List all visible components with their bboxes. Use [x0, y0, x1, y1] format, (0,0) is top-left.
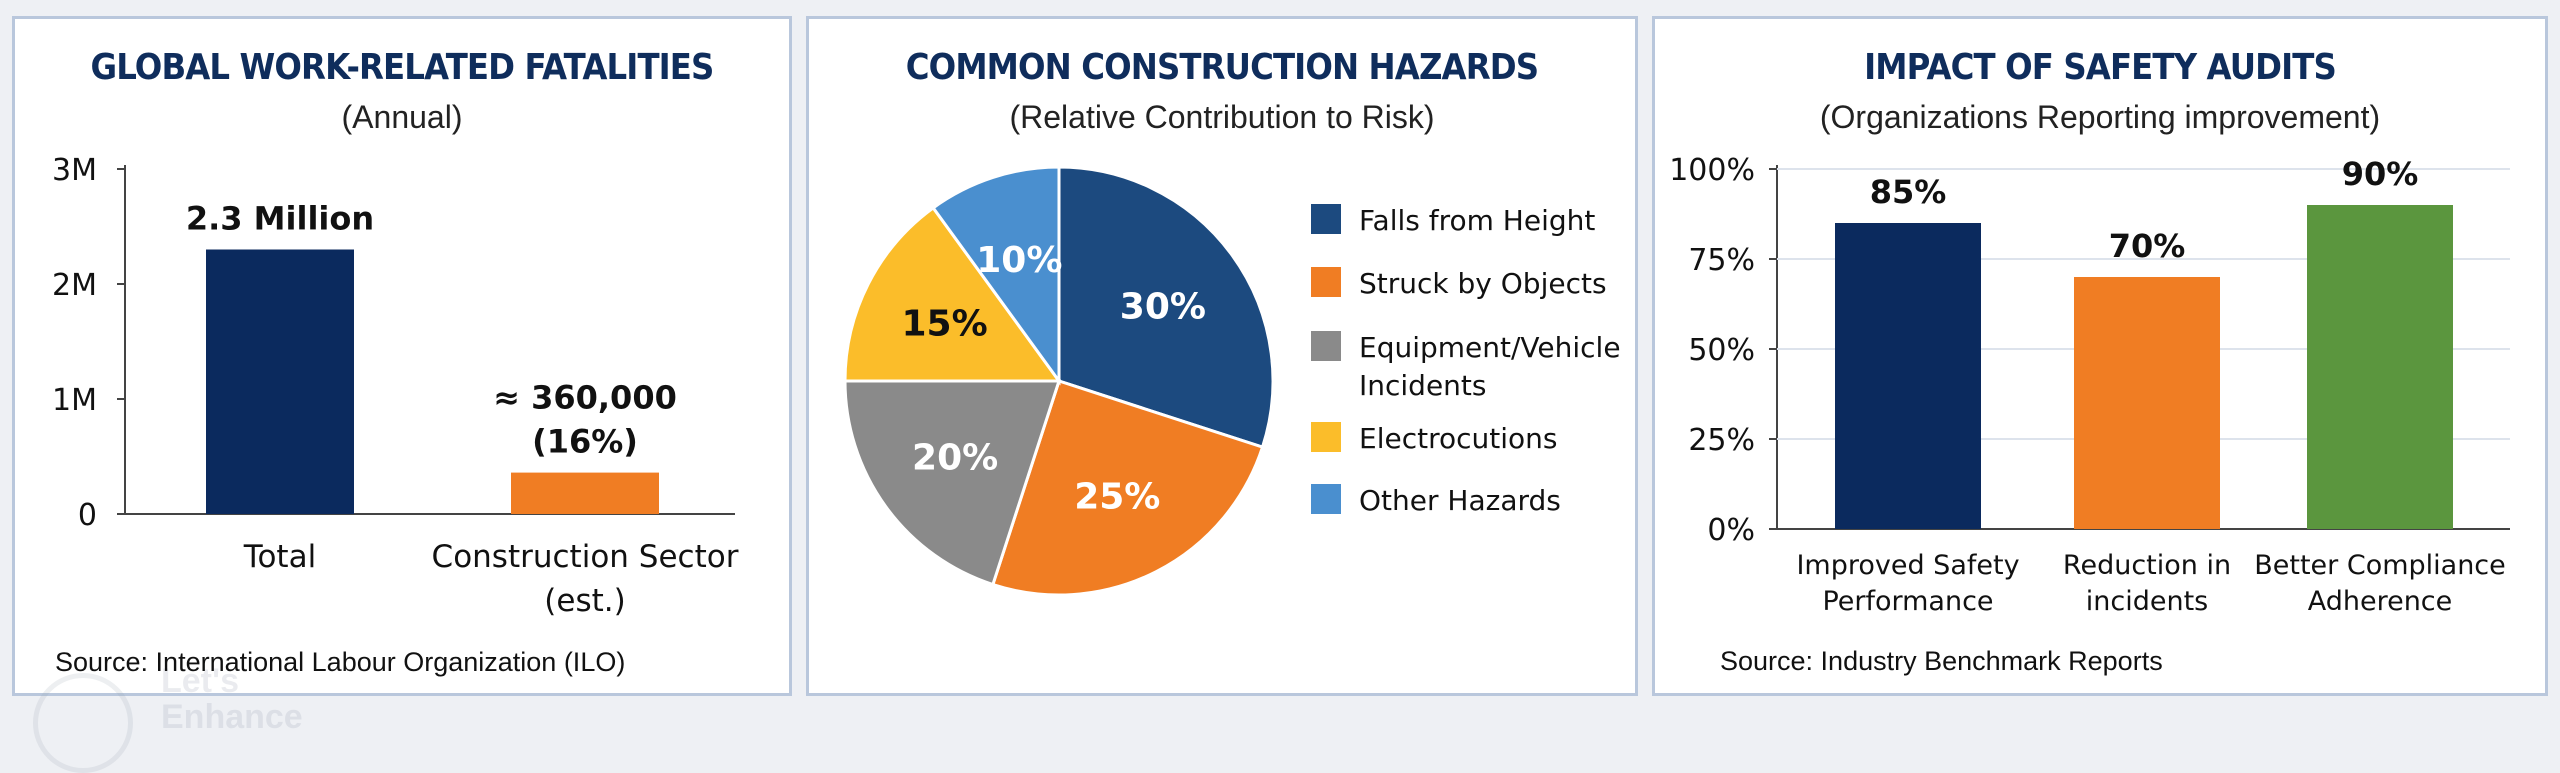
y-tick-label: 100% — [1669, 153, 1755, 188]
legend-swatch — [1311, 204, 1341, 234]
legend-entry: Struck by Objects — [1359, 267, 1607, 300]
audits-panel: IMPACT OF SAFETY AUDITS (Organizations R… — [1652, 16, 2548, 696]
y-tick-label: 3M — [52, 153, 97, 188]
data-label: 85% — [1870, 173, 1947, 211]
pie-slice — [990, 379, 1265, 597]
slice-label: 10% — [976, 240, 1062, 281]
chart-subtitle: (Organizations Reporting improvement) — [1819, 99, 2381, 135]
chart-subtitle: (Relative Contribution to Risk) — [1009, 99, 1435, 135]
pie-slice — [1057, 165, 1275, 450]
slice-label: 25% — [1074, 476, 1160, 517]
data-label: ≈ 360,000 (16%) — [493, 379, 677, 461]
pie-slice — [931, 165, 1061, 386]
watermark-ring-icon — [33, 673, 133, 773]
bar — [1835, 223, 1981, 529]
chart-title: IMPACT OF SAFETY AUDITS — [1864, 47, 2337, 88]
pie-slice — [843, 205, 1062, 383]
y-tick-label: 0% — [1707, 513, 1755, 548]
fatalities-panel: GLOBAL WORK-RELATED FATALITIES (Annual) … — [12, 16, 792, 773]
slice-label: 15% — [902, 304, 988, 345]
chart-title: GLOBAL WORK-RELATED FATALITIES — [90, 47, 715, 88]
legend-entry: Equipment/Vehicle Incidents — [1359, 331, 1621, 402]
legend-entry: Electrocutions — [1359, 422, 1557, 455]
x-tick-label: Total — [243, 539, 316, 575]
source-note: Source: Industry Benchmark Reports — [1720, 646, 2163, 676]
x-tick-label: Reduction in incidents — [2063, 550, 2231, 617]
bar — [206, 249, 354, 514]
legend-entry: Falls from Height — [1359, 204, 1595, 237]
slice-label: 20% — [912, 437, 998, 478]
y-tick-label: 75% — [1688, 243, 1755, 278]
slice-label: 30% — [1120, 287, 1206, 328]
legend-swatch — [1311, 267, 1341, 297]
y-tick-label: 2M — [52, 268, 97, 303]
data-label: 70% — [2109, 227, 2186, 265]
watermark-line1: Let's — [161, 662, 239, 700]
x-tick-label: Improved Safety Performance — [1796, 550, 2019, 617]
hazards-pie-chart: 30% 25% 20% 15% 10% Falls from Height Struck b… — [843, 165, 1621, 597]
y-tick-label: 1M — [52, 383, 97, 418]
watermark-line2: Enhance — [161, 698, 303, 736]
legend-swatch — [1311, 422, 1341, 452]
source-note: Source: International Labour Organizatio… — [55, 647, 626, 677]
chart-title: COMMON CONSTRUCTION HAZARDS — [905, 47, 1539, 88]
legend-swatch — [1311, 331, 1341, 361]
x-tick-label: Construction Sector (est.) — [432, 539, 739, 619]
bar — [511, 472, 659, 514]
chart-subtitle: (Annual) — [341, 99, 463, 135]
y-tick-label: 25% — [1688, 423, 1755, 458]
legend-swatch — [1311, 484, 1341, 514]
data-label: 2.3 Million — [186, 200, 374, 238]
bar — [2074, 277, 2220, 529]
pie-slice — [843, 379, 1062, 587]
legend-entry: Other Hazards — [1359, 484, 1561, 517]
bar — [2307, 205, 2453, 529]
audits-bar-chart: 0% 25% 50% 75% 100% 85% Improved Safety Perform… — [1669, 153, 2510, 617]
data-label: 90% — [2342, 155, 2419, 193]
y-tick-label: 50% — [1688, 333, 1755, 368]
x-tick-label: Better Compliance Adherence — [2254, 550, 2506, 617]
hazards-panel: COMMON CONSTRUCTION HAZARDS (Relative Co… — [806, 16, 1638, 696]
y-tick-label: 0 — [78, 498, 97, 533]
fatalities-bar-chart: 0 1M 2M 3M 2.3 Million Total ≈ 360,000 (16%) Con… — [52, 153, 739, 619]
